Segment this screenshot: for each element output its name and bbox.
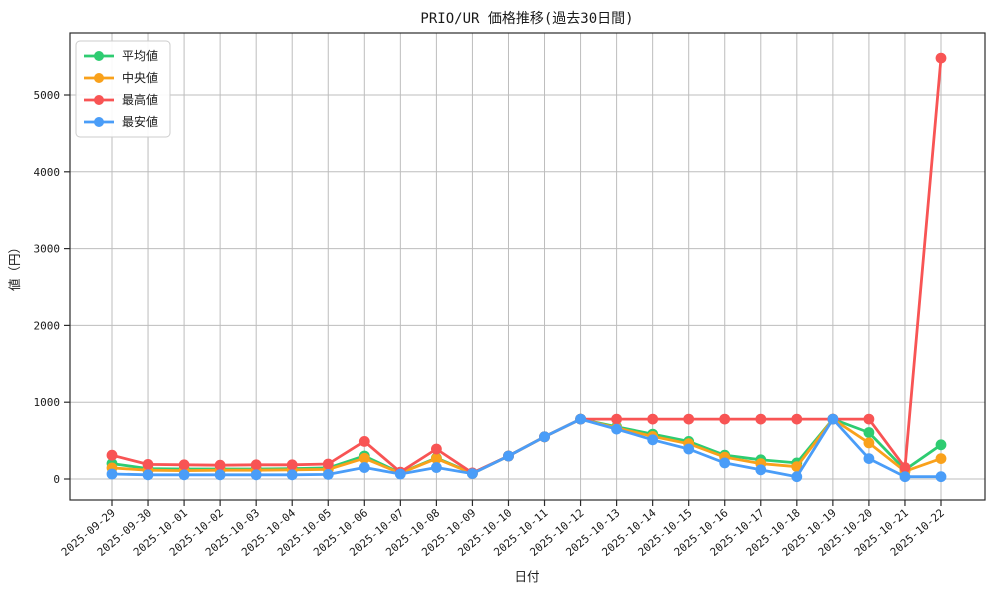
series-min-marker xyxy=(467,468,478,479)
series-max-marker xyxy=(647,413,659,425)
legend-label-min: 最安値 xyxy=(122,114,158,129)
series-min-line xyxy=(110,417,943,479)
series-min-marker xyxy=(863,453,875,464)
y-tick-label: 5000 xyxy=(34,89,61,102)
series-min-marker xyxy=(214,469,226,481)
series-max-marker xyxy=(178,459,190,471)
series-max-marker xyxy=(322,458,334,470)
series-max-marker xyxy=(358,436,370,447)
series-max-marker xyxy=(106,449,118,461)
series-min-marker xyxy=(322,469,334,480)
axes-layer: 0100020003000400050002025-09-292025-09-3… xyxy=(34,32,986,559)
series-min-marker xyxy=(358,462,370,473)
series-min-marker xyxy=(647,434,659,446)
legend-marker-median xyxy=(94,73,104,83)
series-min-marker xyxy=(719,457,731,469)
legend-marker-min xyxy=(94,117,104,127)
series-median-marker xyxy=(863,437,875,449)
series-max-marker xyxy=(791,413,803,425)
series-median-marker xyxy=(791,461,803,473)
y-tick-label: 0 xyxy=(53,473,60,486)
series-min-marker xyxy=(394,468,406,480)
y-tick-label: 1000 xyxy=(34,396,61,409)
series-median-marker xyxy=(431,453,442,464)
y-tick-label: 3000 xyxy=(34,243,61,256)
legend-item-median: 中央値 xyxy=(84,70,158,85)
plot-border xyxy=(69,32,986,501)
series-average-marker xyxy=(935,439,947,451)
series-min-marker xyxy=(935,471,947,483)
series-min-marker xyxy=(431,462,442,473)
series-max-marker xyxy=(142,459,154,470)
series-min-marker xyxy=(827,413,839,425)
legend-item-average: 平均値 xyxy=(84,48,158,63)
series-layer xyxy=(106,52,947,483)
series-max-line xyxy=(110,56,943,475)
legend-marker-max xyxy=(94,95,104,105)
series-min-marker xyxy=(683,443,695,455)
x-axis-label: 日付 xyxy=(514,569,539,584)
series-min-marker xyxy=(791,471,803,483)
legend-item-min: 最安値 xyxy=(84,114,158,129)
series-average-marker xyxy=(863,427,875,438)
series-min-marker xyxy=(575,413,586,425)
series-max-marker xyxy=(250,459,262,471)
series-min-marker xyxy=(899,471,911,483)
y-axis-label: 値（円） xyxy=(7,241,22,291)
series-max-marker xyxy=(719,413,731,425)
series-max-marker xyxy=(755,413,767,425)
series-min-marker xyxy=(755,464,767,476)
series-max-marker xyxy=(935,52,947,64)
legend-label-average: 平均値 xyxy=(122,48,158,63)
series-min-marker xyxy=(178,469,190,481)
chart-title: PRIO/UR 価格推移(過去30日間) xyxy=(420,11,633,27)
y-tick-label: 2000 xyxy=(34,319,61,332)
series-max-marker xyxy=(863,413,875,425)
series-max-marker xyxy=(611,413,622,425)
legend-marker-average xyxy=(94,51,104,61)
series-min-marker xyxy=(539,431,550,443)
series-min-marker xyxy=(503,450,514,462)
series-min-marker xyxy=(286,469,298,481)
series-max-marker xyxy=(431,443,442,455)
series-min-marker xyxy=(142,469,154,481)
series-max-marker xyxy=(214,459,226,471)
y-tick-label: 4000 xyxy=(34,166,61,179)
legend-item-max: 最高値 xyxy=(84,92,158,107)
legend-label-median: 中央値 xyxy=(122,70,158,85)
series-min-marker xyxy=(106,468,118,480)
legend-box xyxy=(75,40,171,138)
series-max-marker xyxy=(683,413,695,425)
series-min-marker xyxy=(250,469,262,481)
series-median-marker xyxy=(358,452,370,464)
series-min-marker xyxy=(611,423,622,435)
legend-label-max: 最高値 xyxy=(122,92,158,107)
series-max-marker xyxy=(286,459,298,471)
series-max-marker xyxy=(899,462,911,473)
series-median-marker xyxy=(935,453,947,464)
